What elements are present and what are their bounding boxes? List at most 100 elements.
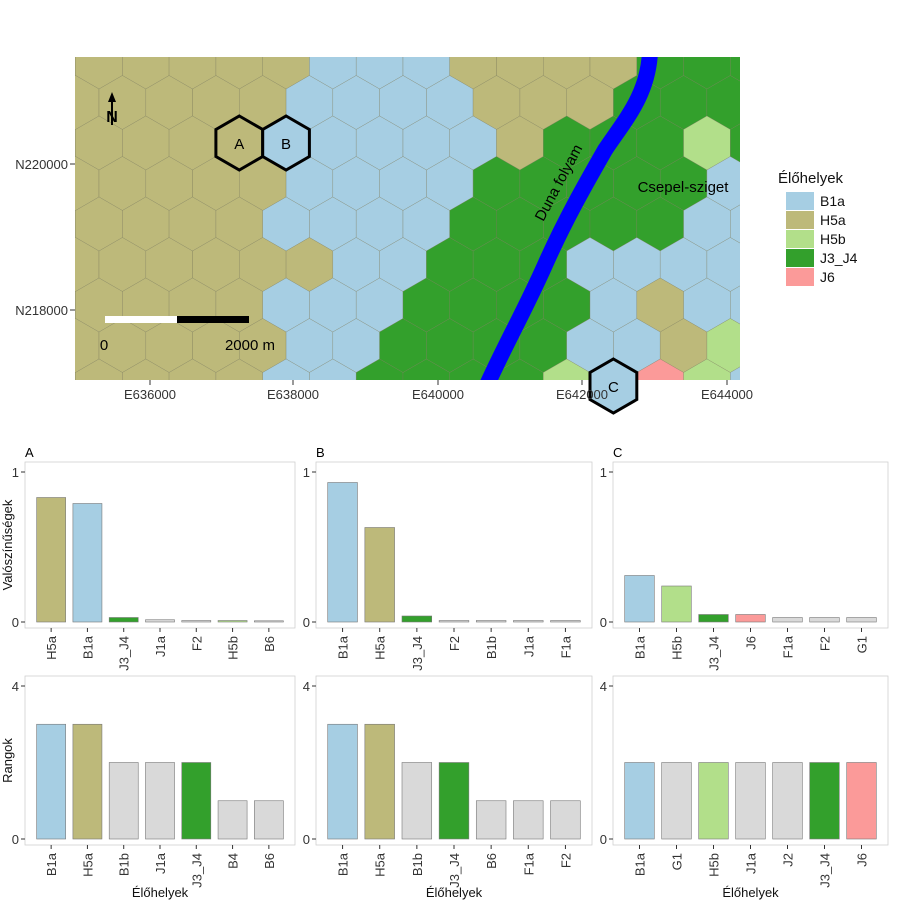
x-tick-label: J3_J4 [410, 636, 425, 671]
map-x-tick-label: E638000 [267, 387, 319, 402]
x-tick-label: B4 [226, 853, 241, 869]
x-tick-label: G1 [855, 636, 870, 653]
x-tick-label: F2 [558, 853, 573, 868]
x-tick-label: J3_J4 [447, 853, 462, 888]
y-tick-label: 4 [600, 679, 607, 694]
panel-frame [315, 461, 593, 629]
bar-b6 [475, 800, 507, 840]
highlight-cell-c [588, 357, 639, 415]
bar-panel-a-ranks: 0 4 B1a H5a B1b J1a J3_J4 B4 B6 Rangok Élőhelyek [0, 675, 296, 900]
hex-cell-b1a [730, 366, 740, 380]
y-tick-label: 1 [12, 465, 19, 480]
bar-j1a [145, 762, 175, 840]
x-axis-label: Élőhelyek [132, 885, 189, 900]
hex-cell-b1a [730, 204, 740, 244]
panel-tag: A [25, 445, 34, 460]
x-tick-label: J2 [781, 853, 796, 867]
river [480, 57, 658, 380]
hex-cell-b1a [801, 319, 848, 373]
bar-b1b [108, 762, 139, 840]
y-tick-label: 0 [303, 615, 310, 630]
highlight-cell-label: B [281, 136, 291, 153]
bar-f2 [809, 617, 840, 623]
hex-cell-b1a [730, 285, 740, 325]
x-tick-label: B1a [336, 852, 351, 876]
bar-b1a [624, 762, 655, 840]
bar-b1b [401, 762, 433, 840]
x-tick-label: H5a [80, 852, 95, 877]
y-axis-label: Rangok [0, 738, 15, 783]
x-tick-label: H5b [707, 853, 722, 877]
hex-cell-j3-j4 [473, 400, 520, 454]
hex-cell-h5a [52, 400, 99, 454]
legend-swatch-j6 [786, 268, 814, 286]
hex-cell-b1a [801, 400, 848, 454]
bar-b1a [327, 482, 358, 623]
x-tick-label: H5a [44, 635, 59, 660]
scale-bar: 0 2000 m [100, 316, 275, 354]
bar-j3-j4 [809, 762, 840, 840]
hex-grid [52, 35, 848, 454]
x-axis-label: Élőhelyek [426, 885, 483, 900]
x-tick-label: F2 [447, 636, 462, 651]
hex-cell-h5a [75, 209, 76, 239]
legend-swatch-j3-j4 [786, 249, 814, 267]
x-tick-label: B6 [262, 853, 277, 869]
hex-cell-h5a [99, 400, 146, 454]
hex-cell-b1a [754, 400, 801, 454]
bar-panel-b-probabilities: 0 1 B1a H5a J3_J4 F2 B1b J1a F1a B [303, 445, 593, 671]
hex-cell-j3-j4 [777, 35, 824, 89]
map-x-tick-label: E642000 [556, 387, 608, 402]
hex-cell-j3-j4 [777, 116, 824, 170]
x-tick-label: J3_J4 [707, 636, 722, 671]
bar-panels: 0 1 H5a B1a J3_J4 J1a F2 H5b B6 A Valószínűségek 0 1… [0, 445, 889, 900]
x-tick-label: B1a [80, 635, 95, 659]
hex-cell-j3-j4 [426, 400, 473, 454]
y-tick-label: 1 [303, 465, 310, 480]
y-tick-label: 4 [303, 679, 310, 694]
x-tick-label: J1a [153, 852, 168, 874]
bar-g1 [661, 762, 692, 840]
x-tick-label: B6 [484, 853, 499, 869]
x-tick-label: J1a [521, 635, 536, 657]
bar-b4 [217, 800, 248, 840]
y-axis-label: Valószínűségek [0, 499, 15, 590]
x-tick-label: F2 [189, 636, 204, 651]
hex-cell-b1a [286, 400, 333, 454]
bar-b1a [72, 503, 103, 623]
x-tick-label: F1a [521, 852, 536, 875]
y-tick-label: 0 [12, 832, 19, 847]
bar-h5b [698, 762, 729, 840]
hex-cell-h5a [193, 400, 240, 454]
bar-j6 [735, 614, 766, 623]
hex-cell-h5b [520, 400, 567, 454]
hex-cell-b1a [777, 359, 824, 413]
legend-label: H5b [820, 231, 846, 247]
y-tick-label: 0 [12, 615, 19, 630]
x-tick-label: B1a [336, 635, 351, 659]
highlight-cell-b [261, 114, 311, 172]
bar-f1a [550, 620, 581, 623]
map-x-tick-label: E636000 [124, 387, 176, 402]
hex-cell-h5a [75, 371, 76, 380]
bar-j6 [846, 762, 877, 840]
x-axis-label: Élőhelyek [722, 885, 779, 900]
north-arrow-icon: N [106, 92, 118, 126]
map-y-tick-label: N218000 [15, 303, 68, 318]
x-tick-label: B6 [262, 636, 277, 652]
legend-swatch-h5a [786, 211, 814, 229]
hex-cell-h5a [146, 400, 193, 454]
bar-h5a [36, 497, 66, 623]
bar-j1a [735, 762, 766, 840]
x-tick-label: J6 [744, 636, 759, 650]
panel-tag: B [316, 445, 325, 460]
bar-g1 [846, 617, 877, 623]
scale-bar-start: 0 [100, 337, 108, 354]
legend: Élőhelyek B1a H5a H5b J3_J4 J6 [778, 170, 858, 286]
island-label: Csepel-sziget [638, 179, 730, 196]
bar-f1a [772, 617, 803, 623]
bar-panel-b-ranks: 0 4 B1a H5a B1b J3_J4 B6 F1a F2 Élőhelyek [303, 675, 593, 900]
x-tick-label: J6 [855, 853, 870, 867]
highlighted-cells: A B C [214, 114, 639, 415]
bar-j3-j4 [108, 617, 139, 623]
